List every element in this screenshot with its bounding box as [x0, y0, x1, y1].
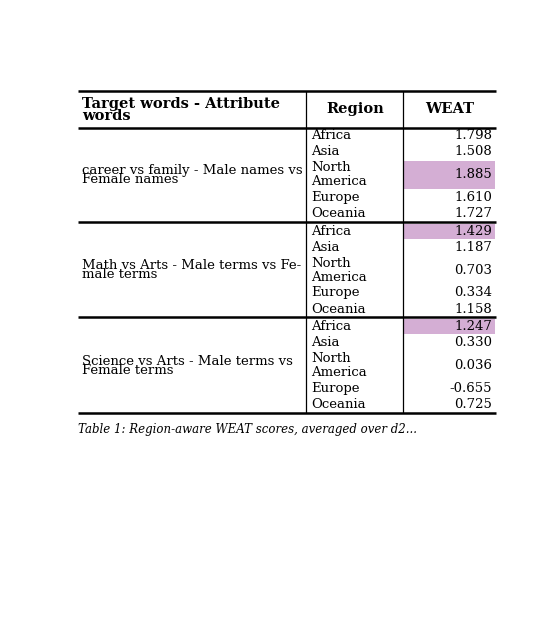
Text: Europe: Europe — [311, 382, 360, 395]
Text: 1.429: 1.429 — [455, 225, 492, 238]
Text: 0.703: 0.703 — [454, 264, 492, 277]
Text: Europe: Europe — [311, 286, 360, 300]
Text: -0.655: -0.655 — [450, 382, 492, 395]
Text: Asia: Asia — [311, 337, 339, 349]
Text: 0.334: 0.334 — [454, 286, 492, 300]
Text: Africa: Africa — [311, 129, 351, 143]
Text: 1.508: 1.508 — [455, 146, 492, 158]
Text: America: America — [311, 366, 367, 379]
Bar — [404, 320, 496, 334]
Text: Africa: Africa — [311, 320, 351, 333]
Text: North: North — [311, 257, 351, 270]
Text: 1.247: 1.247 — [455, 320, 492, 333]
Text: 1.187: 1.187 — [455, 241, 492, 254]
Text: 1.610: 1.610 — [455, 191, 492, 204]
Text: Oceania: Oceania — [311, 398, 366, 411]
Text: Target words - Attribute: Target words - Attribute — [82, 97, 281, 111]
Text: 1.798: 1.798 — [454, 129, 492, 143]
Text: Math vs Arts - Male terms vs Fe-: Math vs Arts - Male terms vs Fe- — [82, 259, 302, 272]
Text: 0.330: 0.330 — [454, 337, 492, 349]
Text: America: America — [311, 271, 367, 284]
Text: 1.727: 1.727 — [454, 207, 492, 220]
Text: Region: Region — [326, 102, 384, 116]
Text: words: words — [82, 109, 131, 123]
Text: Table 1: Region-aware WEAT scores, averaged over d2...: Table 1: Region-aware WEAT scores, avera… — [78, 423, 417, 436]
Text: Female terms: Female terms — [82, 364, 174, 377]
Text: Science vs Arts - Male terms vs: Science vs Arts - Male terms vs — [82, 355, 293, 367]
Text: Oceania: Oceania — [311, 207, 366, 220]
Text: 0.036: 0.036 — [454, 359, 492, 372]
Text: Asia: Asia — [311, 146, 339, 158]
Text: 1.885: 1.885 — [455, 168, 492, 181]
Text: America: America — [311, 175, 367, 188]
Text: North: North — [311, 161, 351, 174]
Bar — [404, 161, 496, 188]
Text: Oceania: Oceania — [311, 303, 366, 315]
Text: 1.158: 1.158 — [455, 303, 492, 315]
Text: North: North — [311, 352, 351, 365]
Text: career vs family - Male names vs: career vs family - Male names vs — [82, 163, 303, 176]
Text: Female names: Female names — [82, 173, 179, 186]
Bar — [404, 224, 496, 239]
Text: Africa: Africa — [311, 225, 351, 238]
Text: 0.725: 0.725 — [455, 398, 492, 411]
Text: Asia: Asia — [311, 241, 339, 254]
Text: male terms: male terms — [82, 268, 158, 281]
Text: Europe: Europe — [311, 191, 360, 204]
Text: WEAT: WEAT — [425, 102, 474, 116]
